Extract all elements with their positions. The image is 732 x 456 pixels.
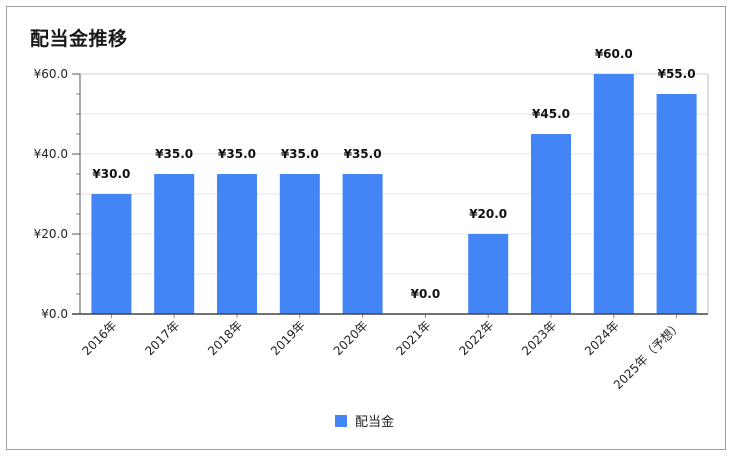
y-axis: ¥0.0 ¥20.0 ¥40.0 ¥60.0 bbox=[34, 67, 81, 321]
bars bbox=[91, 74, 697, 314]
data-labels: ¥30.0 ¥35.0 ¥35.0 ¥35.0 ¥35.0 ¥0.0 ¥20.0 ¥45.0 ¥… bbox=[92, 47, 695, 301]
data-label: ¥35.0 bbox=[344, 147, 382, 161]
x-tick-label: 2017年 bbox=[142, 318, 182, 358]
data-label: ¥35.0 bbox=[155, 147, 193, 161]
x-tick-label: 2024年 bbox=[582, 318, 622, 358]
bar bbox=[342, 174, 383, 314]
data-label: ¥45.0 bbox=[532, 107, 570, 121]
y-tick-label: ¥40.0 bbox=[34, 147, 68, 161]
data-label: ¥35.0 bbox=[281, 147, 319, 161]
data-label: ¥35.0 bbox=[218, 147, 256, 161]
y-tick-label: ¥20.0 bbox=[34, 227, 68, 241]
data-label: ¥30.0 bbox=[92, 167, 130, 181]
x-tick-label: 2020年 bbox=[331, 318, 371, 358]
y-tick-label: ¥0.0 bbox=[41, 307, 68, 321]
legend-label: 配当金 bbox=[355, 415, 395, 430]
x-axis: 2016年 2017年 2018年 2019年 2020年 2021年 2022年 2023年… bbox=[72, 313, 708, 392]
x-tick-label: 2023年 bbox=[519, 318, 559, 358]
bar bbox=[531, 134, 571, 314]
data-label: ¥60.0 bbox=[595, 47, 633, 61]
x-tick-label: 2021年 bbox=[394, 318, 434, 358]
x-tick-label: 2019年 bbox=[268, 318, 308, 358]
x-tick-label: 2016年 bbox=[80, 318, 120, 358]
data-label: ¥20.0 bbox=[469, 207, 507, 221]
chart-title: 配当金推移 bbox=[30, 28, 128, 50]
bar bbox=[217, 174, 257, 314]
bar bbox=[593, 74, 634, 314]
bar bbox=[468, 234, 509, 314]
bar bbox=[91, 194, 132, 314]
y-tick-label: ¥60.0 bbox=[34, 67, 68, 81]
bar bbox=[154, 174, 195, 314]
x-tick-label: 2018年 bbox=[205, 318, 245, 358]
x-tick-label: 2022年 bbox=[456, 318, 496, 358]
bar bbox=[656, 94, 697, 314]
legend-swatch bbox=[335, 414, 347, 427]
legend: 配当金 bbox=[335, 411, 394, 430]
data-label: ¥55.0 bbox=[658, 67, 696, 81]
bar bbox=[279, 174, 320, 314]
data-label: ¥0.0 bbox=[411, 287, 441, 301]
